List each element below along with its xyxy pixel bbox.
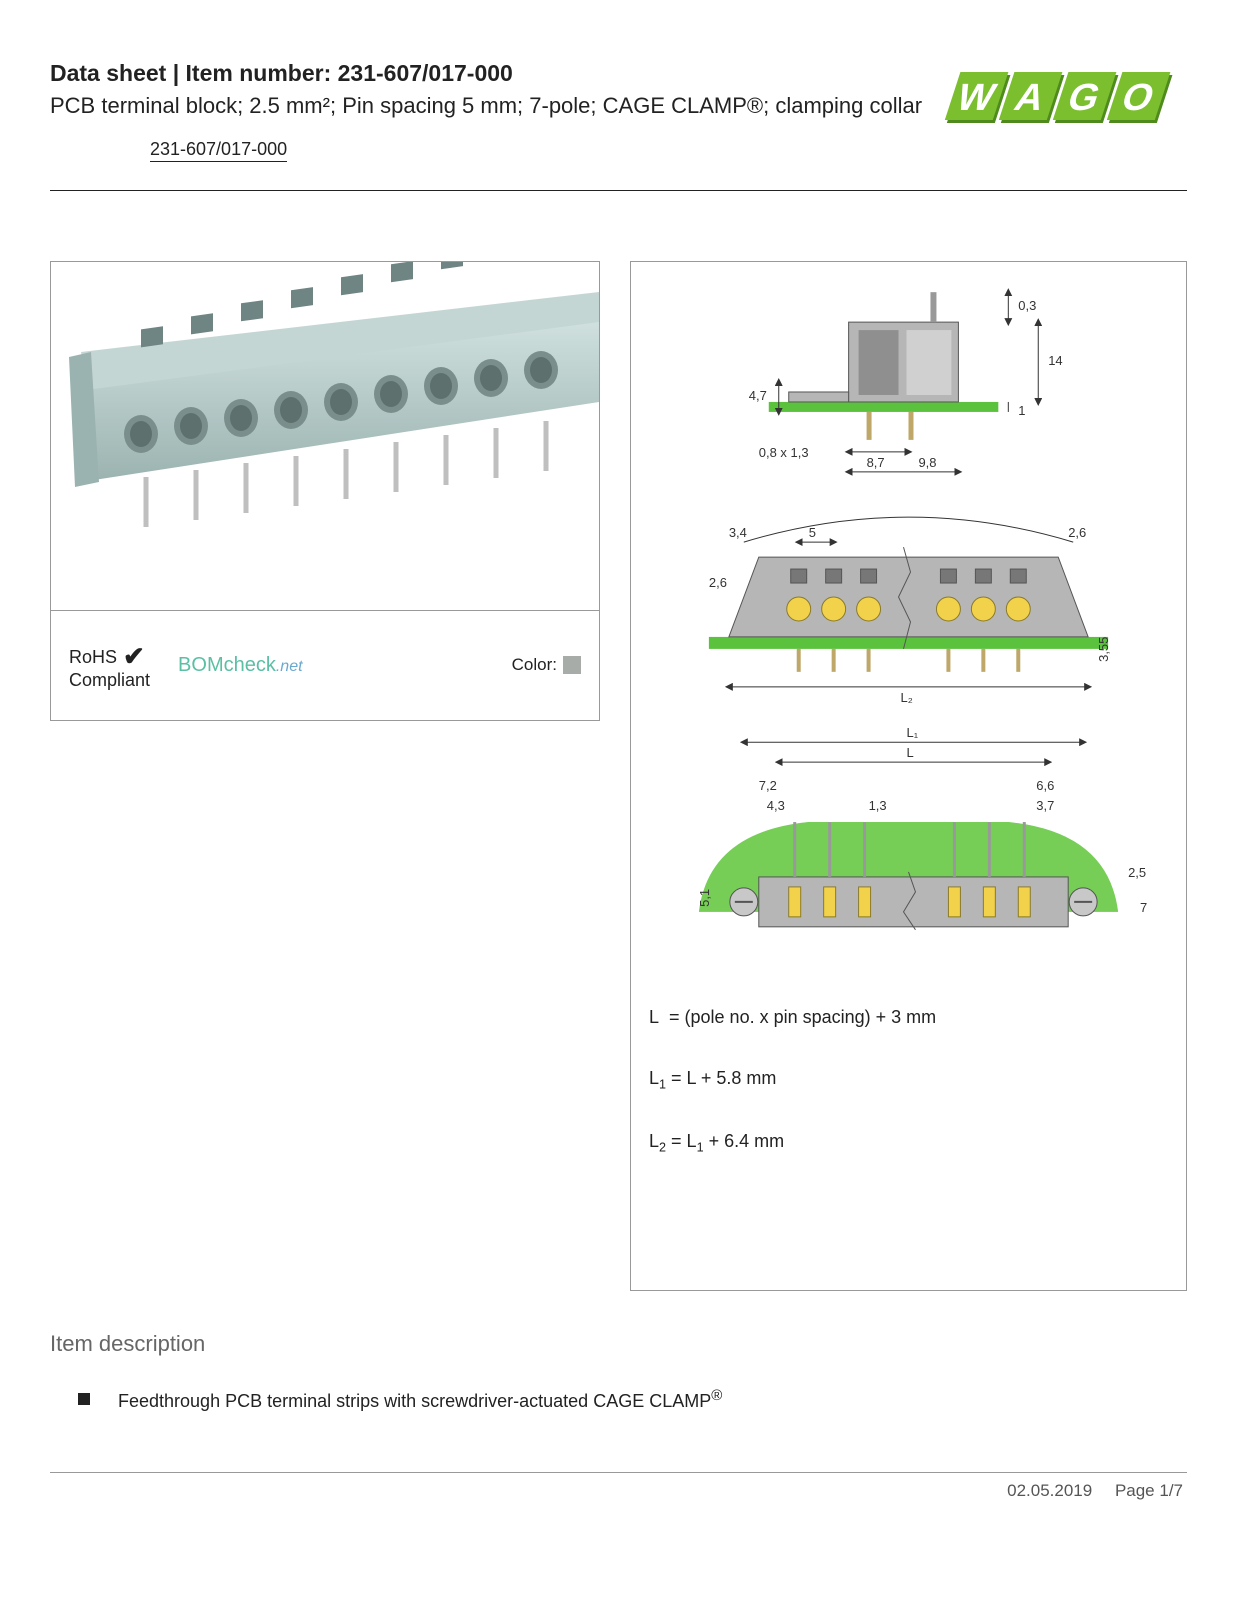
item-number-link[interactable]: 231-607/017-000 bbox=[150, 139, 287, 162]
svg-text:8,7: 8,7 bbox=[867, 455, 885, 470]
svg-text:3,7: 3,7 bbox=[1036, 798, 1054, 813]
check-icon: ✔ bbox=[123, 641, 145, 671]
bomcheck-suffix: .net bbox=[276, 658, 303, 675]
svg-text:4,7: 4,7 bbox=[749, 388, 767, 403]
section-title: Item description bbox=[50, 1331, 1187, 1357]
svg-text:3,55: 3,55 bbox=[1096, 636, 1111, 661]
svg-text:0,3: 0,3 bbox=[1018, 298, 1036, 313]
datasheet-description: PCB terminal block; 2.5 mm²; Pin spacing… bbox=[50, 91, 927, 121]
formula-L: L = (pole no. x pin spacing) + 3 mm bbox=[649, 1007, 1168, 1028]
formula-L1: L1 = L + 5.8 mm bbox=[649, 1068, 1168, 1092]
color-swatch bbox=[563, 656, 581, 674]
svg-text:0,8 x 1,3: 0,8 x 1,3 bbox=[759, 445, 809, 460]
svg-text:6,6: 6,6 bbox=[1036, 778, 1054, 793]
svg-text:2,6: 2,6 bbox=[709, 575, 727, 590]
footer-divider bbox=[50, 1472, 1187, 1473]
svg-text:5: 5 bbox=[809, 525, 816, 540]
bullet-icon bbox=[78, 1393, 90, 1405]
compliance-panel: RoHS ✔ Compliant BOMcheck.net Color: bbox=[50, 611, 600, 721]
svg-text:4,3: 4,3 bbox=[767, 798, 785, 813]
svg-text:5,1: 5,1 bbox=[697, 889, 712, 907]
bullet-text: Feedthrough PCB terminal strips with scr… bbox=[118, 1387, 722, 1412]
bomcheck-main: BOMcheck bbox=[178, 654, 276, 676]
bomcheck-logo: BOMcheck.net bbox=[178, 654, 303, 677]
rohs-badge: RoHS ✔ Compliant bbox=[69, 640, 150, 691]
front-view-drawing: 3,4 5 2,6 2,6 L₂ 3,55 bbox=[649, 487, 1168, 707]
svg-text:L₁: L₁ bbox=[907, 725, 919, 740]
svg-text:7,2: 7,2 bbox=[759, 778, 777, 793]
rohs-text: RoHS bbox=[69, 647, 117, 667]
svg-text:2,6: 2,6 bbox=[1068, 525, 1086, 540]
product-photo-panel bbox=[50, 261, 600, 611]
wago-logo: W A G O bbox=[927, 60, 1187, 139]
header-divider bbox=[50, 190, 1187, 191]
rohs-compliant-text: Compliant bbox=[69, 670, 150, 691]
footer-date: 02.05.2019 bbox=[1007, 1481, 1092, 1500]
svg-text:7: 7 bbox=[1140, 900, 1147, 915]
svg-text:9,8: 9,8 bbox=[918, 455, 936, 470]
svg-text:1: 1 bbox=[1018, 403, 1025, 418]
technical-drawing-panel: 0,3 14 1 4,7 0,8 x 1,3 8,7 9,8 bbox=[630, 261, 1187, 1291]
svg-text:14: 14 bbox=[1048, 353, 1062, 368]
svg-text:L: L bbox=[907, 745, 914, 760]
svg-text:3,4: 3,4 bbox=[729, 525, 747, 540]
top-view-drawing: L₁ L 7,2 4,3 1,3 6,6 3,7 2,5 7 5,1 bbox=[649, 712, 1168, 972]
datasheet-title: Data sheet | Item number: 231-607/017-00… bbox=[50, 60, 927, 87]
color-label: Color: bbox=[512, 655, 557, 675]
footer-page: Page 1/7 bbox=[1115, 1481, 1183, 1500]
svg-text:L₂: L₂ bbox=[901, 689, 913, 704]
formula-L2: L2 = L1 + 6.4 mm bbox=[649, 1131, 1168, 1155]
svg-text:1,3: 1,3 bbox=[869, 798, 887, 813]
side-view-drawing: 0,3 14 1 4,7 0,8 x 1,3 8,7 9,8 bbox=[649, 282, 1168, 482]
svg-text:2,5: 2,5 bbox=[1128, 865, 1146, 880]
